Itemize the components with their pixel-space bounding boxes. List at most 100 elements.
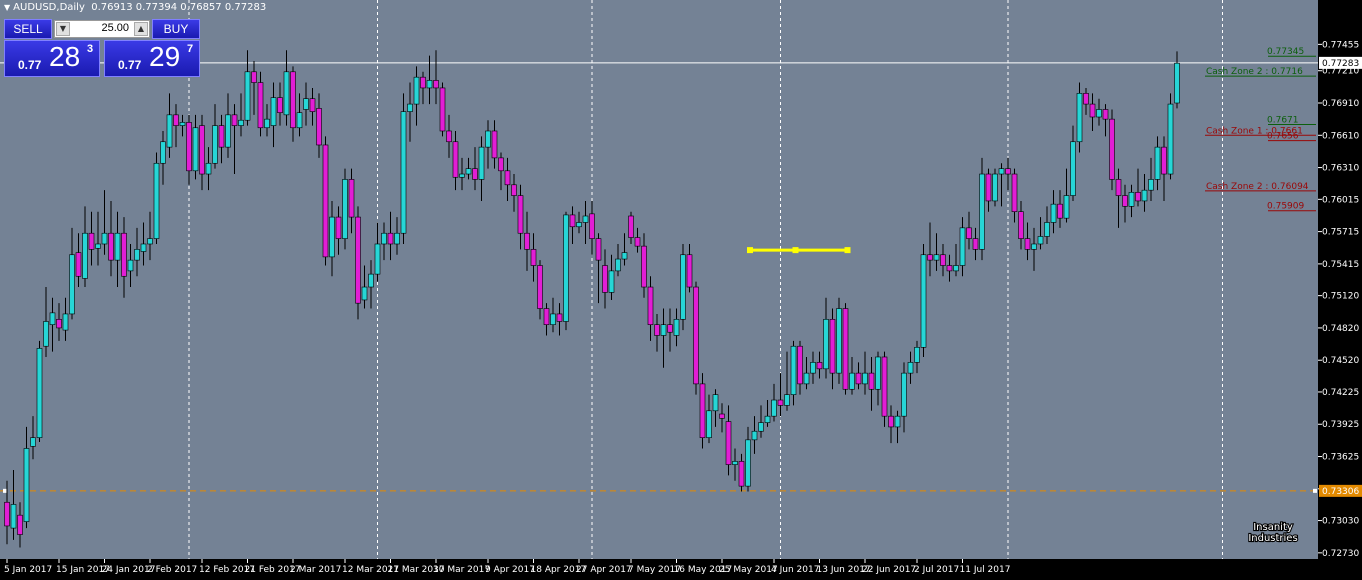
- bearish-candle: [940, 254, 946, 266]
- price-tick-label: 0.73925: [1322, 420, 1359, 430]
- lot-size-value[interactable]: 25.00: [101, 22, 129, 34]
- bullish-candle: [732, 461, 738, 465]
- cash-zone-label: 0.7656: [1267, 132, 1299, 142]
- bullish-candle: [810, 362, 816, 374]
- bullish-candle: [823, 319, 829, 370]
- bullish-candle: [680, 254, 686, 320]
- bearish-candle: [316, 108, 322, 146]
- time-tick-label: 15 Jan 2017: [56, 565, 110, 575]
- time-tick-label: 16 May 2017: [674, 565, 733, 575]
- bullish-candle: [758, 422, 764, 432]
- time-tick-label: 18 Apr 2017: [531, 565, 587, 575]
- price-tick-label: 0.77210: [1322, 67, 1359, 77]
- bullish-candle: [1154, 146, 1161, 180]
- bullish-candle: [959, 227, 966, 266]
- price-tick-label: 0.73625: [1322, 453, 1359, 463]
- sell-price-fraction: 3: [87, 43, 94, 55]
- bearish-candle: [335, 216, 342, 239]
- bearish-candle: [719, 413, 725, 419]
- bullish-candle: [615, 258, 621, 272]
- bullish-candle: [875, 356, 881, 390]
- bearish-candle: [121, 232, 127, 277]
- bearish-candle: [1018, 211, 1024, 239]
- bullish-candle: [10, 504, 17, 529]
- bullish-candle: [751, 430, 758, 441]
- ohlc-readout: 0.76913 0.77394 0.76857 0.77283: [91, 2, 267, 13]
- bullish-candle: [23, 448, 30, 522]
- bearish-candle: [498, 157, 504, 172]
- bullish-candle: [238, 119, 244, 126]
- bearish-candle: [589, 213, 595, 239]
- chart-title: ▼ AUDUSD,Daily 0.76913 0.77394 0.76857 0.…: [4, 2, 266, 13]
- bearish-candle: [602, 265, 608, 293]
- bullish-candle: [920, 254, 927, 348]
- bullish-candle: [1070, 141, 1076, 196]
- cash-zone-label: 0.75909: [1267, 202, 1304, 212]
- bearish-candle: [686, 254, 693, 288]
- sell-price-button[interactable]: 0.77 28 3: [4, 40, 100, 77]
- bearish-candle: [1109, 118, 1115, 180]
- cash-zone-label: Cash Zone 2 : 0.76094: [1206, 182, 1309, 192]
- bullish-candle: [1167, 103, 1174, 175]
- bullish-candle: [1063, 195, 1070, 219]
- time-tick-label: 25 May 2017: [719, 565, 778, 575]
- lot-size-field[interactable]: ▼ 25.00 ▲: [54, 20, 150, 38]
- bullish-candle: [166, 114, 173, 148]
- lot-increase-icon[interactable]: ▲: [134, 22, 148, 36]
- buy-price-pips: 29: [149, 41, 181, 72]
- bullish-candle: [784, 394, 790, 406]
- price-axis-background: [1318, 0, 1362, 580]
- time-tick-label: 4 Jun 2017: [771, 565, 819, 575]
- time-tick-label: 7 May 2017: [628, 565, 681, 575]
- bullish-candle: [179, 122, 186, 126]
- bullish-candle: [205, 162, 212, 175]
- symbol-timeframe: AUDUSD,Daily: [13, 2, 85, 13]
- sell-button[interactable]: SELL: [4, 19, 52, 39]
- bearish-candle: [1024, 238, 1031, 250]
- lot-decrease-icon[interactable]: ▼: [56, 22, 70, 36]
- time-tick-label: 27 Apr 2017: [576, 565, 632, 575]
- bearish-candle: [816, 362, 823, 370]
- bullish-candle: [563, 214, 569, 322]
- bearish-candle: [1089, 103, 1096, 118]
- bullish-candle: [712, 394, 719, 412]
- bullish-candle: [413, 76, 420, 105]
- bullish-candle: [225, 114, 231, 148]
- bullish-candle: [101, 232, 108, 245]
- cash-zone-label: Cash Zone 1 : 0.7661: [1206, 126, 1303, 136]
- collapse-triangle-icon[interactable]: ▼: [4, 3, 11, 12]
- bearish-candle: [504, 170, 511, 186]
- bullish-candle: [400, 111, 407, 234]
- bullish-candle: [459, 173, 465, 178]
- bearish-candle: [1102, 109, 1109, 120]
- bearish-candle: [524, 232, 530, 250]
- buy-price-prefix: 0.77: [118, 58, 142, 72]
- bullish-candle: [478, 146, 485, 180]
- bullish-candle: [979, 173, 985, 250]
- buy-price-fraction: 7: [187, 43, 194, 55]
- price-tick-label: 0.74225: [1322, 388, 1359, 398]
- bearish-candle: [725, 421, 732, 465]
- trendline-group[interactable]: [747, 247, 851, 254]
- time-tick-label: 11 Jul 2017: [960, 565, 1011, 575]
- bearish-candle: [842, 308, 849, 390]
- bullish-candle: [465, 168, 472, 175]
- price-tick-label: 0.74820: [1322, 324, 1359, 334]
- buy-button[interactable]: BUY: [152, 19, 200, 39]
- price-tick-label: 0.72730: [1322, 549, 1359, 559]
- bullish-candle: [1037, 236, 1044, 245]
- bearish-candle: [543, 308, 550, 325]
- bullish-candle: [1044, 222, 1050, 237]
- bullish-candle: [82, 232, 88, 279]
- time-tick-label: 13 Jun 2017: [817, 565, 871, 575]
- buy-price-button[interactable]: 0.77 29 7: [104, 40, 200, 77]
- price-tick-label: 0.76015: [1322, 195, 1359, 205]
- bullish-candle: [329, 216, 335, 258]
- time-tick-label: 5 Jan 2017: [4, 565, 52, 575]
- bullish-candle: [212, 125, 218, 164]
- bullish-candle: [894, 415, 901, 428]
- bullish-candle: [374, 243, 381, 275]
- bullish-candle: [36, 348, 43, 438]
